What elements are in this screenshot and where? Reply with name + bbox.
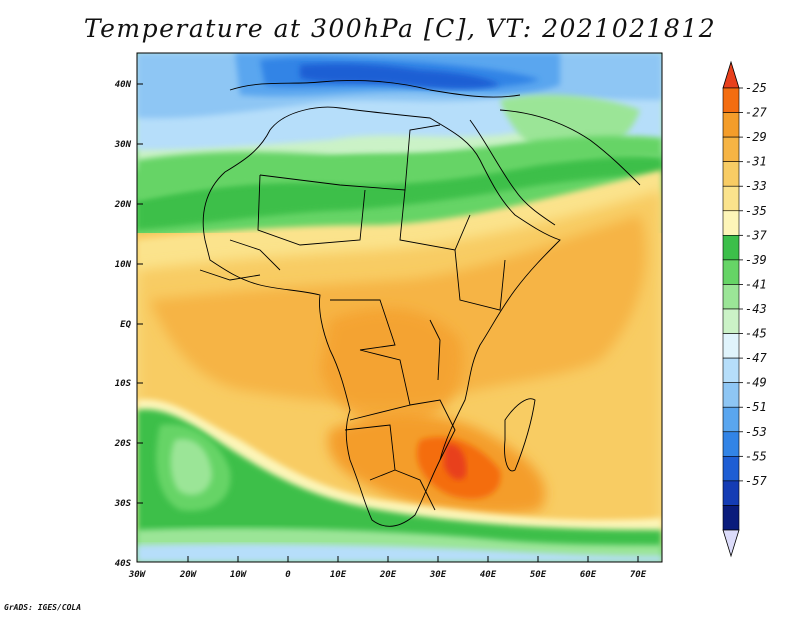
axis-ticks: [137, 83, 639, 562]
colorbar-labels: -25 -27 -29 -31 -33 -35 -37 -39 -41 -43 -45 -47 -49 -…: [739, 81, 767, 488]
lon-label: 20E: [379, 570, 397, 580]
colorbar-segment: [722, 357, 740, 383]
colorbar-segment: [722, 480, 740, 506]
coastlines: [199, 79, 641, 527]
lon-label: 60E: [580, 570, 597, 580]
lat-label: 20S: [114, 439, 132, 449]
lon-label: 10W: [230, 570, 248, 580]
colorbar-label: -27: [745, 106, 767, 120]
colorbar-label: -25: [745, 81, 767, 95]
colorbar-segment: [722, 235, 740, 261]
colorbar-top-arrow: [722, 60, 740, 89]
colorbar-bottom-arrow: [722, 529, 740, 558]
colorbar: [722, 60, 740, 558]
lat-label: 20N: [114, 200, 132, 210]
colorbar-label: -47: [745, 351, 767, 365]
colorbar-label: -43: [745, 302, 767, 316]
colorbar-segment: [722, 456, 740, 482]
lat-label: 30S: [114, 499, 132, 509]
colorbar-label: -51: [745, 400, 767, 414]
lat-label: 10N: [115, 260, 132, 270]
colorbar-segment: [722, 431, 740, 457]
colorbar-segment: [722, 382, 740, 408]
colorbar-label: -35: [745, 204, 767, 218]
lat-label: EQ: [120, 320, 131, 330]
colorbar-segment: [722, 333, 740, 359]
colorbar-segment: [722, 308, 740, 334]
colorbar-segment: [722, 406, 740, 433]
lon-label: 10E: [330, 570, 347, 580]
map-frame: [136, 52, 663, 563]
colorbar-segment: [722, 112, 740, 138]
colorbar-label: -41: [745, 277, 767, 291]
colorbar-segment: [722, 185, 740, 212]
colorbar-label: -29: [745, 130, 767, 144]
lon-label: 0: [285, 570, 291, 580]
colorbar-segment: [722, 505, 740, 531]
lon-label: 50E: [530, 570, 547, 580]
map-title: Temperature at 300hPa [C], VT: 202102181…: [83, 14, 717, 43]
lon-label: 30E: [429, 570, 447, 580]
lon-label: 20W: [179, 570, 198, 580]
credit-text: GrADS: IGES/COLA: [4, 603, 82, 612]
colorbar-segment: [722, 284, 740, 310]
colorbar-segment: [722, 87, 740, 113]
colorbar-label: -31: [745, 155, 767, 169]
colorbar-label: -33: [745, 179, 767, 193]
lon-label: 70E: [630, 570, 647, 580]
lon-label: 40E: [480, 570, 497, 580]
colorbar-label: -49: [745, 376, 767, 390]
temperature-field: [137, 53, 662, 562]
lat-label: 40S: [115, 559, 132, 569]
lat-label: 40N: [115, 80, 132, 90]
colorbar-segment: [722, 161, 740, 187]
colorbar-label: -45: [745, 327, 767, 341]
lat-label: 10S: [115, 379, 132, 389]
colorbar-segment: [722, 210, 740, 236]
lon-label: 30W: [128, 570, 147, 580]
colorbar-label: -39: [745, 253, 767, 267]
colorbar-label: -57: [745, 474, 767, 488]
colorbar-segment: [722, 259, 740, 285]
colorbar-label: -37: [745, 228, 767, 242]
latitude-labels: 40N 30N 20N 10N EQ 10S 20S 30S 40S: [114, 80, 132, 569]
colorbar-segment: [722, 136, 740, 162]
colorbar-label: -53: [745, 425, 767, 439]
colorbar-label: -55: [745, 449, 767, 463]
lat-label: 30N: [114, 140, 132, 150]
longitude-labels: 30W 20W 10W 0 10E 20E 30E 40E 50E 60E 70…: [128, 570, 647, 580]
